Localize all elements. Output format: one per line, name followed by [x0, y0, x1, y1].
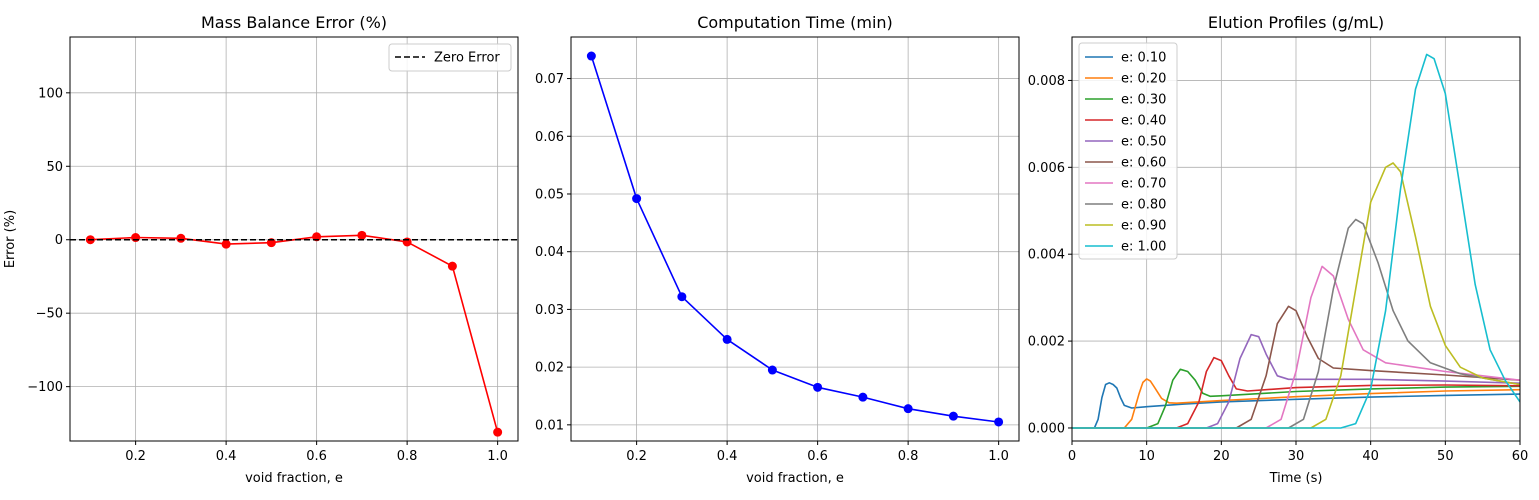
series-line-1	[590, 55, 999, 423]
data-point	[677, 292, 687, 302]
x-tick-label: 0.8	[397, 449, 418, 464]
plot-area	[586, 51, 1004, 427]
legend-label: e: 0.20	[1121, 72, 1166, 87]
data-point	[813, 382, 823, 392]
series-line-10	[1072, 53, 1520, 429]
x-tick-label: 0.6	[306, 449, 327, 464]
y-tick-label: 0.03	[535, 303, 564, 318]
data-point	[858, 392, 868, 402]
x-tick-label: 1.0	[988, 449, 1009, 464]
x-tick-label: 0.2	[626, 449, 647, 464]
legend-label: e: 0.70	[1121, 177, 1166, 192]
y-tick-label: 0	[55, 233, 63, 248]
y-tick-label: 0.04	[535, 245, 564, 260]
legend-label: e: 1.00	[1121, 240, 1166, 255]
legend: Zero Error	[388, 43, 512, 72]
y-axis-label: Error (%)	[3, 210, 18, 268]
y-tick-label: 0.006	[1028, 161, 1065, 176]
legend-label: Zero Error	[434, 51, 500, 66]
axes-frame	[69, 36, 519, 442]
series-line-9	[1072, 162, 1520, 429]
series-line-3	[1072, 368, 1520, 429]
y-tick-label: −100	[27, 380, 63, 395]
data-point	[357, 230, 367, 240]
series-line-4	[1072, 356, 1520, 429]
legend-label: e: 0.30	[1121, 93, 1166, 108]
data-point	[447, 261, 457, 271]
data-point	[722, 334, 732, 344]
legend: e: 0.10 e: 0.20 e: 0.30 e: 0.40 e: 0.50 e: 0.…	[1078, 42, 1178, 260]
plot-area	[70, 230, 518, 437]
axes-frame	[570, 36, 1020, 442]
data-point	[176, 233, 186, 243]
series-line-5	[1072, 333, 1520, 429]
legend-label: e: 0.40	[1121, 114, 1166, 129]
x-tick-label: 50	[1437, 449, 1454, 464]
data-point	[948, 411, 958, 421]
data-point	[586, 51, 596, 61]
chart-1: 0.2 0.4 0.6 0.8 1.0 −100 −50 0 50 100 Mass Balance…	[3, 13, 519, 486]
legend-label: e: 0.90	[1121, 219, 1166, 234]
data-point	[994, 417, 1004, 427]
x-axis-label: void fraction, e	[746, 471, 844, 486]
x-tick-label: 30	[1288, 449, 1305, 464]
series-line-1	[90, 234, 499, 433]
series-line-8	[1072, 218, 1520, 429]
data-point	[767, 365, 777, 375]
x-tick-label: 0.2	[125, 449, 146, 464]
y-tick-label: 0.000	[1028, 421, 1065, 436]
y-tick-label: 0.07	[535, 72, 564, 87]
data-point	[493, 427, 503, 437]
data-point	[632, 194, 642, 204]
y-tick-label: 0.004	[1028, 248, 1065, 263]
x-tick-label: 0.6	[807, 449, 828, 464]
x-tick-label: 0.4	[717, 449, 738, 464]
x-tick-label: 1.0	[487, 449, 508, 464]
series-line-1	[1072, 381, 1520, 429]
x-tick-label: 40	[1362, 449, 1379, 464]
legend-box	[388, 43, 512, 72]
y-tick-label: 0.02	[535, 361, 564, 376]
legend-label: e: 0.80	[1121, 198, 1166, 213]
x-tick-label: 0.8	[898, 449, 919, 464]
legend-label: e: 0.60	[1121, 156, 1166, 171]
y-tick-label: 100	[38, 86, 63, 101]
chart-3: 0 10 20 30 40 50 60 0.000 0.002 0.004 0.006 0.008 El…	[1028, 13, 1528, 486]
y-tick-label: 0.05	[535, 187, 564, 202]
x-tick-label: 60	[1512, 449, 1529, 464]
legend-label: e: 0.50	[1121, 135, 1166, 150]
x-tick-label: 20	[1213, 449, 1230, 464]
x-tick-label: 10	[1138, 449, 1155, 464]
y-tick-label: 0.06	[535, 130, 564, 145]
data-point	[131, 233, 141, 243]
data-point	[402, 237, 412, 247]
x-tick-label: 0	[1068, 449, 1076, 464]
x-axis-label: void fraction, e	[245, 471, 343, 486]
chart-title: Mass Balance Error (%)	[201, 13, 387, 32]
x-tick-label: 0.4	[216, 449, 237, 464]
y-tick-label: −50	[36, 307, 63, 322]
data-point	[221, 239, 231, 249]
y-tick-label: 50	[46, 160, 63, 175]
plot-area	[1072, 53, 1520, 429]
y-tick-label: 0.01	[535, 418, 564, 433]
chart-2: 0.2 0.4 0.6 0.8 1.0 0.01 0.02 0.03 0.04 0.05 0.06 0…	[535, 13, 1020, 486]
series-line-7	[1072, 265, 1520, 429]
legend-label: e: 0.10	[1121, 51, 1166, 66]
chart-title: Elution Profiles (g/mL)	[1208, 13, 1384, 32]
y-tick-label: 0.008	[1028, 74, 1065, 89]
chart-title: Computation Time (min)	[697, 13, 893, 32]
legend-box	[1078, 42, 1178, 260]
x-axis-label: Time (s)	[1269, 471, 1323, 486]
data-point	[903, 404, 913, 414]
y-tick-label: 0.002	[1028, 335, 1065, 350]
series-line-6	[1072, 305, 1520, 429]
